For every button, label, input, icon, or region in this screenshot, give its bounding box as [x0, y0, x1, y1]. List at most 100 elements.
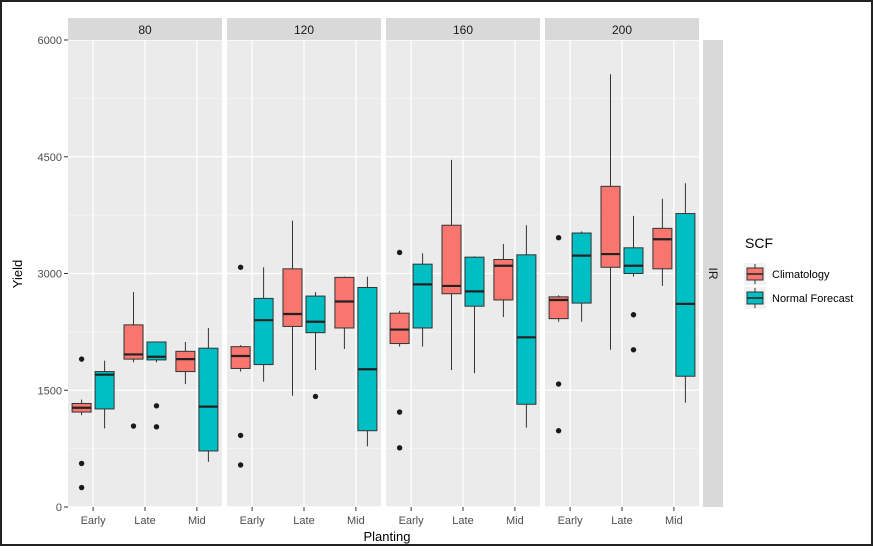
- box-early-normal-forecast: [253, 267, 274, 382]
- facet-panel-80: Early Late Mid 80: [68, 18, 222, 527]
- box-late-normal-forecast: [305, 292, 326, 400]
- outlier-point: [78, 460, 85, 467]
- y-axis-title: Yield: [10, 260, 25, 288]
- outlier-point: [78, 356, 85, 362]
- box-late-climatology: [123, 292, 144, 429]
- iqr-box: [441, 224, 462, 295]
- outlier-point: [153, 403, 160, 409]
- iqr-box: [675, 213, 696, 377]
- outlier-point: [555, 234, 562, 241]
- box-late-climatology: [600, 74, 621, 350]
- legend: SCF Climatology Normal Forecast: [744, 235, 853, 309]
- iqr-box: [389, 312, 410, 345]
- iqr-box: [357, 287, 378, 432]
- box-late-normal-forecast: [146, 341, 167, 430]
- iqr-box: [623, 247, 644, 275]
- outlier-point: [130, 423, 137, 429]
- y-tick-label: 1500: [38, 385, 62, 397]
- x-tick-label: Late: [293, 515, 314, 527]
- outlier-point: [237, 432, 244, 439]
- row-strip-label: IR: [706, 268, 720, 280]
- outlier-point: [312, 393, 319, 400]
- box-early-climatology: [230, 264, 251, 468]
- x-tick-label: Mid: [188, 515, 206, 527]
- facet-panel-120: Early Late Mid 120: [227, 18, 381, 527]
- x-tick-label: Late: [134, 515, 155, 527]
- box-mid-normal-forecast: [357, 276, 378, 447]
- row-facet-strip: IR: [703, 40, 723, 507]
- outlier-point: [396, 445, 403, 451]
- iqr-box: [146, 341, 167, 361]
- outlier-point: [396, 249, 403, 256]
- iqr-box: [175, 350, 196, 373]
- iqr-box: [516, 254, 537, 405]
- y-tick-label: 4500: [38, 152, 62, 164]
- column-strip-label: 200: [612, 23, 632, 37]
- y-tick-label: 0: [56, 502, 62, 514]
- column-strip: [227, 18, 381, 40]
- box-early-normal-forecast: [412, 253, 433, 347]
- iqr-box: [571, 232, 592, 304]
- column-strip: [386, 18, 540, 40]
- iqr-box: [198, 347, 219, 452]
- iqr-box: [230, 346, 251, 369]
- outlier-point: [237, 264, 244, 270]
- row-strip-background: [703, 40, 723, 507]
- box-mid-climatology: [493, 243, 514, 318]
- legend-label: Climatology: [772, 269, 830, 281]
- box-early-climatology: [548, 234, 569, 434]
- box-mid-normal-forecast: [516, 225, 537, 428]
- column-strip-label: 160: [453, 23, 473, 37]
- x-tick-label: Early: [399, 515, 425, 527]
- iqr-box: [464, 256, 485, 307]
- iqr-box: [94, 371, 115, 410]
- x-tick-label: Mid: [347, 515, 365, 527]
- iqr-box: [652, 227, 673, 270]
- iqr-box: [253, 297, 274, 366]
- x-tick-label: Late: [611, 515, 632, 527]
- iqr-box: [412, 263, 433, 329]
- outlier-point: [237, 462, 244, 468]
- column-strip-label: 120: [294, 23, 314, 37]
- outlier-point: [555, 381, 562, 387]
- outlier-point: [396, 409, 403, 415]
- box-mid-normal-forecast: [675, 183, 696, 403]
- y-tick-label: 3000: [38, 269, 62, 281]
- x-tick-label: Late: [452, 515, 473, 527]
- x-tick-label: Mid: [665, 515, 683, 527]
- iqr-box: [123, 324, 144, 360]
- box-late-normal-forecast: [623, 215, 644, 353]
- x-tick-label: Early: [240, 515, 266, 527]
- y-tick-label: 6000: [38, 35, 62, 47]
- box-mid-climatology: [334, 276, 355, 349]
- iqr-box: [548, 296, 569, 320]
- box-late-climatology: [282, 220, 303, 396]
- legend-entry-climatology: Climatology: [744, 263, 830, 285]
- iqr-box: [305, 295, 326, 334]
- legend-label: Normal Forecast: [772, 293, 853, 305]
- y-axis: 0 1500 3000 4500 6000: [38, 35, 68, 514]
- outlier-point: [630, 347, 637, 353]
- box-mid-normal-forecast: [198, 327, 219, 462]
- box-early-climatology: [389, 249, 410, 451]
- box-early-normal-forecast: [94, 360, 115, 429]
- outlier-point: [630, 312, 637, 318]
- iqr-box: [600, 185, 621, 268]
- box-early-normal-forecast: [571, 231, 592, 322]
- x-tick-label: Early: [81, 515, 107, 527]
- legend-entry-normal-forecast: Normal Forecast: [744, 287, 853, 309]
- box-late-climatology: [441, 159, 462, 371]
- column-strip: [68, 18, 222, 40]
- box-mid-climatology: [652, 198, 673, 286]
- outlier-point: [153, 424, 160, 430]
- facet-panel-160: Early Late Mid 160: [386, 18, 540, 527]
- iqr-box: [334, 276, 355, 329]
- x-axis-title: Planting: [364, 529, 411, 544]
- x-tick-label: Early: [558, 515, 584, 527]
- legend-title: SCF: [745, 235, 773, 251]
- column-strip: [545, 18, 699, 40]
- column-strip-label: 80: [138, 23, 152, 37]
